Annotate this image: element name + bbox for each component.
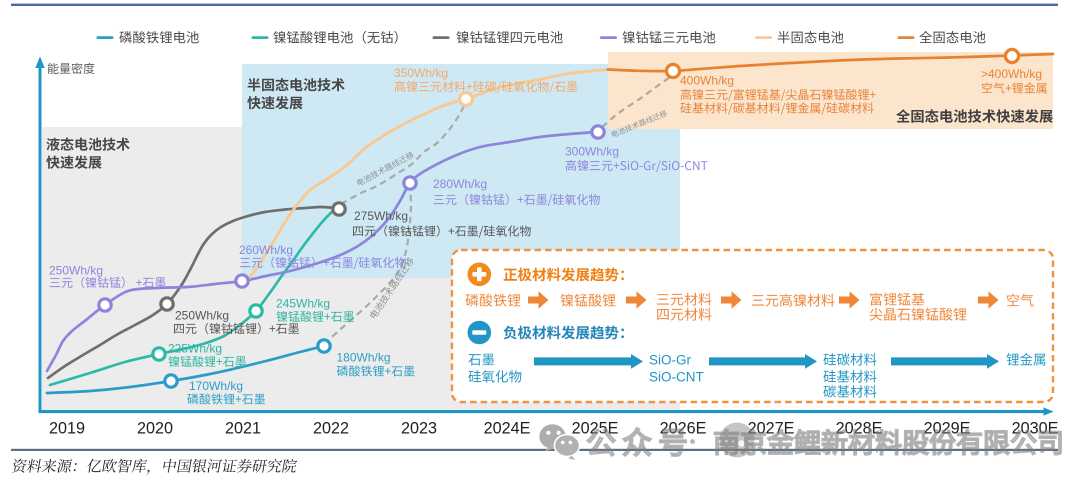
svg-text:400Wh/kg: 400Wh/kg xyxy=(680,74,734,88)
svg-text:250Wh/kg: 250Wh/kg xyxy=(49,264,103,278)
svg-text:350Wh/kg: 350Wh/kg xyxy=(394,66,448,80)
svg-text:2024E: 2024E xyxy=(484,420,531,438)
svg-text:2023: 2023 xyxy=(401,420,437,438)
svg-text:>400Wh/kg: >400Wh/kg xyxy=(981,67,1042,81)
svg-text:280Wh/kg: 280Wh/kg xyxy=(433,177,487,191)
svg-text:250Wh/kg: 250Wh/kg xyxy=(175,309,229,323)
svg-text:300Wh/kg: 300Wh/kg xyxy=(565,145,619,159)
svg-text:275Wh/kg: 275Wh/kg xyxy=(354,209,408,223)
svg-text:260Wh/kg: 260Wh/kg xyxy=(239,243,293,257)
svg-text:180Wh/kg: 180Wh/kg xyxy=(337,351,391,365)
svg-text:245Wh/kg: 245Wh/kg xyxy=(276,297,330,311)
svg-text:2019: 2019 xyxy=(49,420,85,438)
svg-text:170Wh/kg: 170Wh/kg xyxy=(189,379,243,393)
svg-text:225Wh/kg: 225Wh/kg xyxy=(168,342,222,356)
svg-text:2022: 2022 xyxy=(313,420,349,438)
svg-text:SiO-Gr: SiO-Gr xyxy=(649,353,692,368)
svg-text:SiO-CNT: SiO-CNT xyxy=(649,370,704,385)
svg-text:2020: 2020 xyxy=(137,420,173,438)
svg-text:2021: 2021 xyxy=(225,420,261,438)
